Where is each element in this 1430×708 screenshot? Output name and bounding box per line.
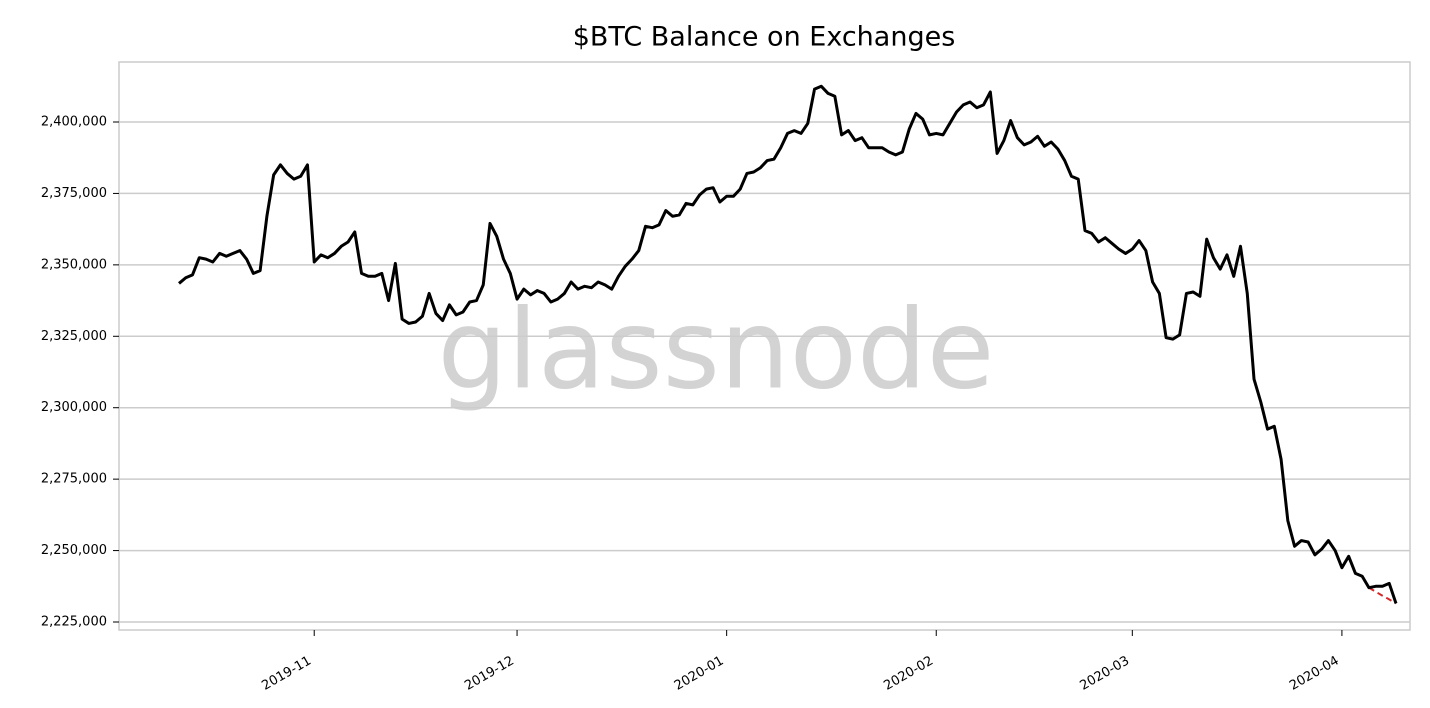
y-tick-label: 2,325,000 xyxy=(41,329,107,344)
y-tick-label: 2,350,000 xyxy=(41,257,107,272)
y-tick-label: 2,225,000 xyxy=(41,615,107,630)
line xyxy=(178,84,1398,604)
watermark: glassnode xyxy=(438,285,995,413)
x-tick-label: 2019-11 xyxy=(259,654,314,694)
y-tick-label: 2,275,000 xyxy=(41,472,107,487)
x-tick-label: 2020-01 xyxy=(672,654,727,694)
x-tick-label: 2020-04 xyxy=(1287,654,1342,694)
line xyxy=(1368,586,1397,605)
y-tick-label: 2,250,000 xyxy=(41,543,107,558)
y-tick-label: 2,375,000 xyxy=(41,186,107,201)
plot-frame xyxy=(118,61,1411,631)
y-tick-label: 2,400,000 xyxy=(41,115,107,130)
x-tick-label: 2020-03 xyxy=(1078,654,1133,694)
x-tick-label: 2020-02 xyxy=(881,654,936,694)
y-tick-label: 2,300,000 xyxy=(41,400,107,415)
x-tick-label: 2019-12 xyxy=(462,654,517,694)
chart-title: $BTC Balance on Exchanges xyxy=(573,22,956,53)
